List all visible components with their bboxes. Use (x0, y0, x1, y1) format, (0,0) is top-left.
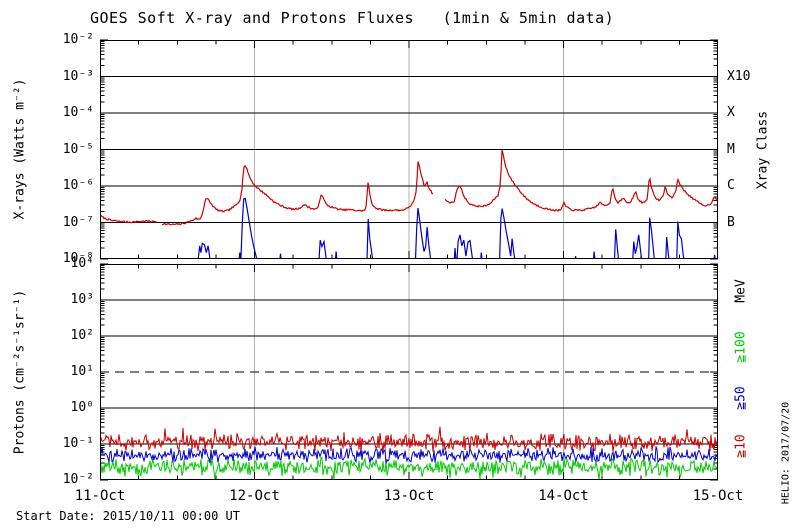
proton-ytick-label: 10² (70, 328, 94, 343)
xtick-label: 11-Oct (74, 488, 126, 504)
xray-ytick-label: 10⁻⁸ (62, 251, 94, 266)
xray-short-trace (197, 197, 716, 259)
xray-long-trace (100, 149, 718, 226)
xray-panel-border (100, 40, 718, 259)
proton-ytick-label: 10⁰ (70, 400, 94, 415)
chart-title: GOES Soft X-ray and Protons Fluxes (1min… (90, 9, 615, 27)
xray-ytick-label: 10⁻² (62, 32, 94, 47)
xray-ytick-label: 10⁻⁶ (62, 178, 94, 193)
proton-series-label: ≧50 (733, 386, 749, 410)
xray-class-label: X (727, 105, 735, 120)
proton-series-label: ≧100 (733, 331, 749, 363)
xray-y-axis-label: X-rays (Watts m⁻²) (12, 78, 28, 220)
mev-axis-label: MeV (733, 279, 749, 303)
proton-ytick-label: 10⁻² (62, 472, 94, 487)
xray-ytick-label: 10⁻⁴ (62, 105, 94, 120)
proton-ytick-label: 10¹ (70, 364, 94, 379)
xtick-label: 14-Oct (538, 488, 589, 504)
xray-ytick-label: 10⁻⁷ (62, 214, 94, 230)
xray-class-label: C (727, 178, 735, 193)
xray-class-label: X10 (727, 68, 751, 84)
proton-ytick-label: 10⁴ (70, 256, 94, 271)
proton-y-axis-label: Protons (cm⁻²s⁻¹sr⁻¹) (12, 289, 28, 455)
proton-ge100-trace (100, 457, 718, 480)
proton-series-label: ≧10 (733, 434, 749, 458)
xtick-label: 15-Oct (692, 488, 744, 504)
proton-ytick-label: 10³ (70, 292, 94, 307)
proton-ge10-trace (100, 426, 718, 452)
xray-class-axis-label: Xray Class (755, 110, 771, 190)
xray-ytick-label: 10⁻⁵ (62, 141, 94, 157)
xtick-label: 12-Oct (229, 488, 280, 504)
proton-panel-border (100, 264, 718, 480)
xtick-label: 13-Oct (383, 488, 435, 504)
proton-ge50-trace (100, 446, 718, 464)
xray-class-label: M (727, 141, 735, 157)
xray-ytick-label: 10⁻³ (62, 68, 94, 84)
start-date-label: Start Date: 2015/10/11 00:00 UT (16, 509, 240, 523)
proton-ytick-label: 10⁻¹ (62, 436, 94, 451)
xray-class-label: B (727, 214, 735, 230)
credit-label: HELIO: 2017/07/20 (780, 401, 792, 505)
